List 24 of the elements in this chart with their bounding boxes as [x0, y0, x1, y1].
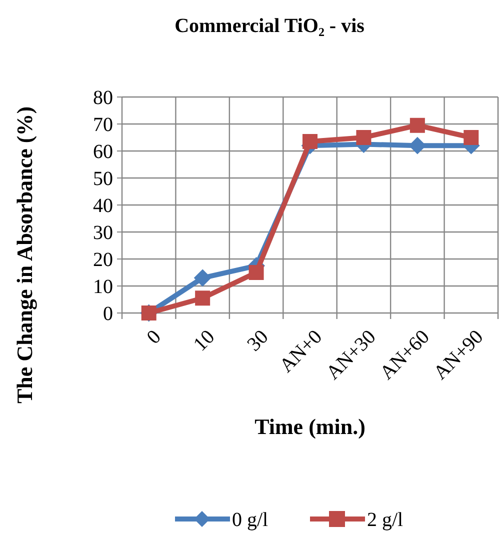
y-tick-label: 20	[93, 249, 113, 271]
y-tick-label: 40	[93, 195, 113, 217]
y-tick-label: 30	[93, 222, 113, 244]
point	[410, 118, 425, 133]
y-tick-label: 70	[93, 114, 113, 136]
legend-label: 0 g/l	[232, 509, 269, 531]
x-tick-label: 10	[189, 326, 220, 356]
point	[248, 265, 264, 280]
x-tick-label: 0	[142, 326, 166, 349]
point	[194, 269, 212, 286]
y-tick-label: 0	[103, 303, 113, 325]
x-tick-label: 30	[243, 326, 273, 356]
chart-title: Commercial TiO₂ - vis	[174, 15, 365, 37]
point	[195, 290, 210, 306]
y-axis-title: The Change in Absorbance (%)	[12, 106, 37, 404]
y-tick-label: 80	[93, 87, 113, 109]
legend-label: 2 g/l	[367, 509, 404, 531]
y-tick-label: 50	[93, 168, 113, 190]
point	[356, 130, 372, 145]
y-tick-label: 10	[93, 276, 113, 298]
y-tick-label: 60	[93, 141, 113, 163]
point	[464, 130, 479, 145]
point	[408, 137, 426, 154]
x-axis-title: Time (min.)	[254, 414, 366, 439]
